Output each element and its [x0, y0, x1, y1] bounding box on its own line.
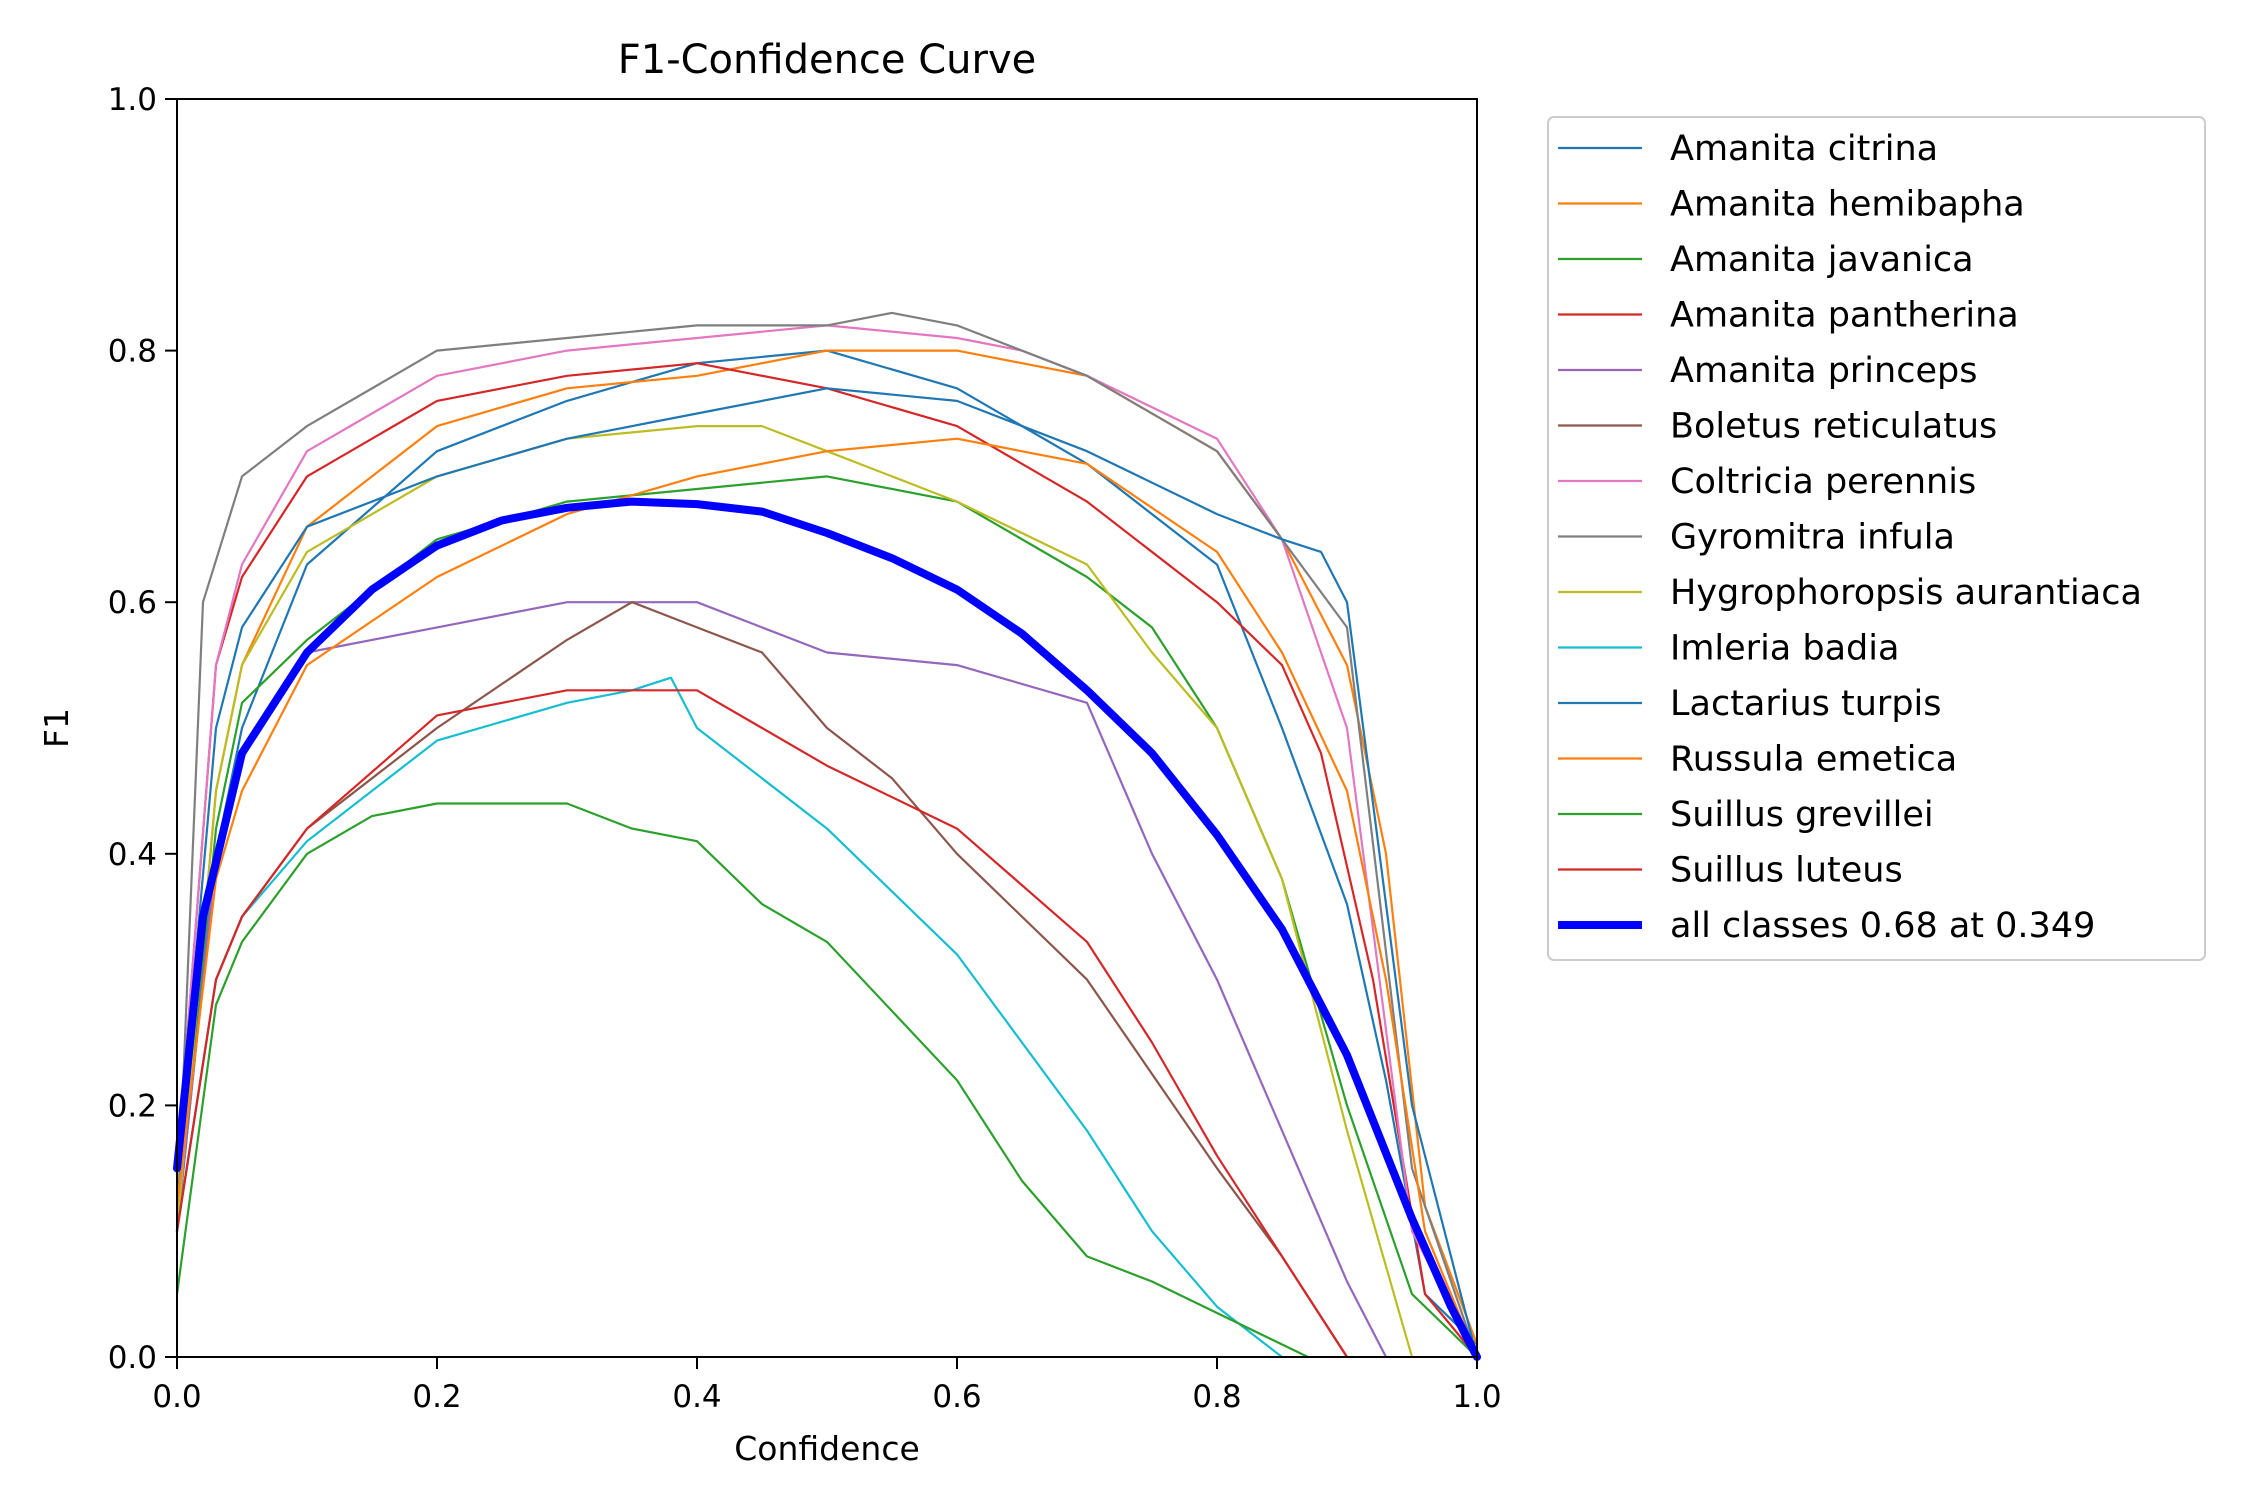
- series-line-2: [175, 349, 1479, 1346]
- legend-label: Hygrophoropsis aurantiaca: [1670, 573, 2142, 613]
- x-tick-label: 0.8: [1192, 1379, 1241, 1415]
- legend-frame: [1547, 116, 2206, 961]
- y-tick-label: 0.0: [108, 1340, 157, 1376]
- legend-label: Amanita pantherina: [1670, 296, 2019, 336]
- plot-frame: [176, 98, 1478, 1358]
- y-tick-label: 0.8: [108, 334, 157, 370]
- legend-label: Imleria badia: [1670, 629, 1899, 669]
- x-tick-label: 0.4: [672, 1379, 721, 1415]
- y-tick-label: 0.2: [108, 1088, 157, 1124]
- plot-curves: [173, 311, 1481, 1361]
- legend-label: Russula emetica: [1670, 740, 1957, 780]
- series-line-13: [175, 802, 1310, 1359]
- series-line-12: [175, 437, 1479, 1359]
- series-line-7: [175, 324, 1479, 1359]
- x-tick-label: 0.2: [412, 1379, 461, 1415]
- legend-label: Amanita princeps: [1670, 351, 1977, 391]
- legend-label: all classes 0.68 at 0.349: [1670, 906, 2095, 946]
- chart-title: F1-Confidence Curve: [618, 37, 1037, 83]
- y-tick-label: 1.0: [108, 82, 157, 118]
- series-line-6: [175, 601, 1349, 1359]
- legend: Amanita citrina Amanita hemibapha Amanita …: [1547, 116, 2206, 961]
- x-axis: 0.0 0.2 0.4 0.6 0.8 1.0: [152, 1357, 1502, 1415]
- series-line-15: [173, 497, 1481, 1361]
- series-line-8: [175, 311, 1479, 1359]
- series-line-10: [175, 676, 1284, 1359]
- y-axis-label: F1: [37, 708, 76, 748]
- series-line-11: [175, 387, 1479, 1359]
- legend-label: Lactarius turpis: [1670, 684, 1942, 724]
- x-tick-label: 0.0: [152, 1379, 201, 1415]
- series-line-5: [175, 601, 1388, 1359]
- x-axis-label: Confidence: [734, 1429, 920, 1468]
- x-tick-label: 0.6: [932, 1379, 981, 1415]
- y-tick-label: 0.4: [108, 837, 157, 873]
- legend-label: Amanita javanica: [1670, 240, 1974, 280]
- legend-label: Suillus grevillei: [1670, 795, 1934, 835]
- y-tick-label: 0.6: [108, 585, 157, 621]
- legend-label: Gyromitra infula: [1670, 518, 1955, 558]
- legend-label: Amanita hemibapha: [1670, 185, 2025, 225]
- series-line-3: [175, 475, 1479, 1359]
- y-axis: 0.0 0.2 0.4 0.6 0.8 1.0: [108, 82, 177, 1376]
- legend-label: Amanita citrina: [1670, 129, 1938, 169]
- series-line-1: [175, 349, 1479, 1346]
- legend-label: Suillus luteus: [1670, 851, 1903, 891]
- x-tick-label: 1.0: [1452, 1379, 1501, 1415]
- series-line-9: [175, 425, 1414, 1359]
- series-line-14: [175, 689, 1349, 1359]
- legend-label: Coltricia perennis: [1670, 462, 1976, 502]
- series-line-4: [175, 362, 1479, 1359]
- legend-label: Boletus reticulatus: [1670, 407, 1997, 447]
